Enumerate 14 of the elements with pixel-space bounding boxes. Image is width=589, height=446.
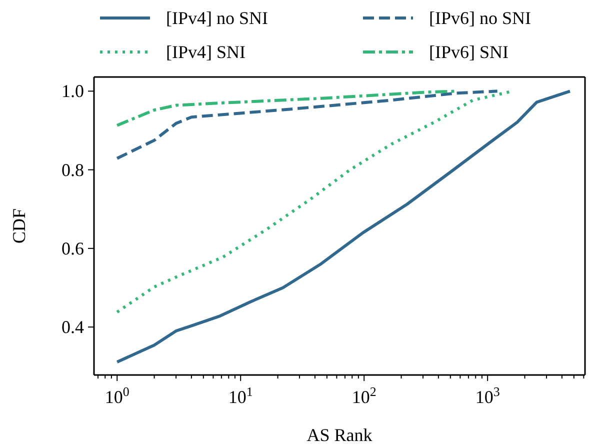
y-axis-title: CDF — [9, 208, 29, 244]
legend-label: [IPv6] SNI — [429, 42, 509, 62]
x-tick-label: 10$^{1}$ — [228, 384, 253, 407]
legend-label: [IPv6] no SNI — [429, 8, 532, 28]
x-tick-label: 10$^{2}$ — [352, 384, 376, 407]
y-tick-label: 1.0 — [62, 81, 84, 102]
legend-label: [IPv4] no SNI — [166, 8, 268, 28]
y-tick-label: 0.8 — [62, 160, 84, 180]
x-tick-label: 10$^{0}$ — [104, 384, 130, 407]
x-tick-label: 10$^{3}$ — [475, 384, 500, 407]
x-axis-title: AS Rank — [306, 425, 372, 445]
y-tick-label: 0.4 — [62, 317, 84, 338]
y-tick-label: 0.6 — [62, 238, 84, 258]
legend-label: [IPv4] SNI — [166, 42, 246, 62]
